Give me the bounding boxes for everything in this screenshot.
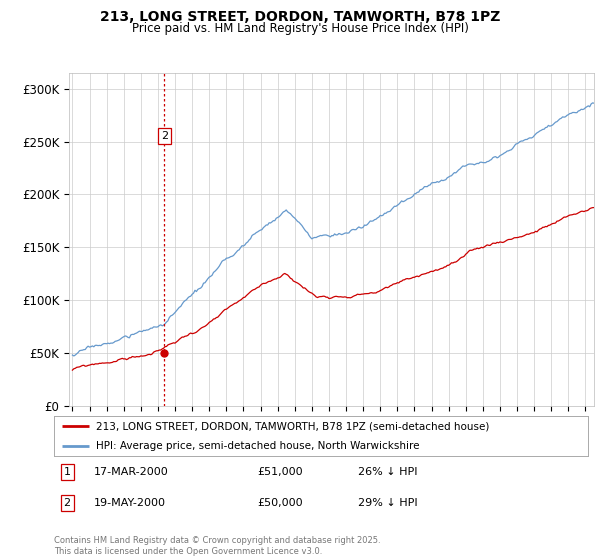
Text: 17-MAR-2000: 17-MAR-2000 (94, 467, 169, 477)
Text: HPI: Average price, semi-detached house, North Warwickshire: HPI: Average price, semi-detached house,… (95, 441, 419, 451)
Text: £50,000: £50,000 (257, 498, 302, 508)
Text: 29% ↓ HPI: 29% ↓ HPI (358, 498, 418, 508)
Text: 1: 1 (64, 467, 71, 477)
Text: Contains HM Land Registry data © Crown copyright and database right 2025.
This d: Contains HM Land Registry data © Crown c… (54, 536, 380, 556)
Text: 213, LONG STREET, DORDON, TAMWORTH, B78 1PZ: 213, LONG STREET, DORDON, TAMWORTH, B78 … (100, 10, 500, 24)
Text: 2: 2 (64, 498, 71, 508)
Text: 26% ↓ HPI: 26% ↓ HPI (358, 467, 418, 477)
Text: 19-MAY-2000: 19-MAY-2000 (94, 498, 166, 508)
Text: 213, LONG STREET, DORDON, TAMWORTH, B78 1PZ (semi-detached house): 213, LONG STREET, DORDON, TAMWORTH, B78 … (95, 421, 489, 431)
Text: 2: 2 (161, 131, 168, 141)
Text: Price paid vs. HM Land Registry's House Price Index (HPI): Price paid vs. HM Land Registry's House … (131, 22, 469, 35)
Text: £51,000: £51,000 (257, 467, 302, 477)
